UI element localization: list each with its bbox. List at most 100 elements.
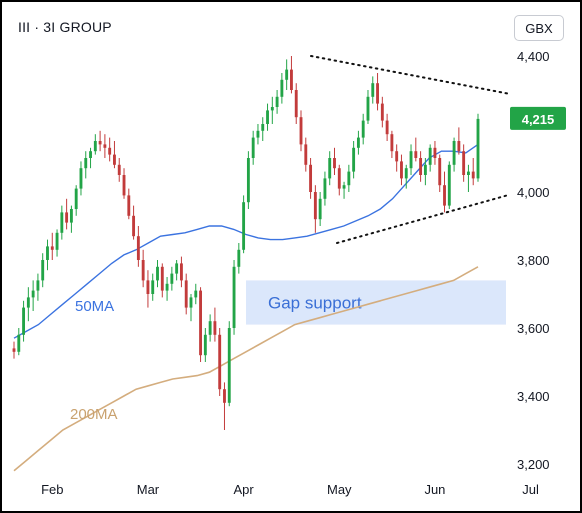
candle-body: [471, 171, 475, 179]
candle-body: [36, 280, 40, 291]
gap-support-label: Gap support: [268, 294, 362, 313]
candle-body: [179, 263, 183, 281]
candle-body: [160, 266, 164, 291]
ma200-line: [13, 266, 479, 472]
candle-body: [457, 141, 461, 152]
ma50-label: 50MA: [75, 298, 114, 315]
candle-body: [136, 236, 140, 260]
x-tick-label: May: [327, 482, 352, 497]
candle-body: [232, 266, 236, 328]
candle-body: [199, 290, 202, 356]
x-tick-label: Jun: [424, 482, 445, 497]
candle-body: [74, 188, 78, 209]
candle-body: [108, 147, 112, 155]
candle-body: [50, 246, 54, 250]
candle-body: [251, 137, 255, 158]
candle-body: [213, 321, 217, 335]
candle-body: [31, 290, 35, 298]
candle-body: [443, 185, 446, 206]
candle-body: [452, 141, 456, 165]
candle-body: [423, 164, 427, 175]
candle-body: [122, 175, 126, 196]
candle-body: [428, 147, 432, 165]
candle-body: [323, 178, 327, 199]
candle-body: [12, 348, 16, 352]
candle-body: [256, 130, 260, 138]
candle-body: [285, 69, 289, 80]
candle-body: [400, 161, 403, 179]
candle-body: [294, 90, 298, 118]
candle-body: [84, 158, 88, 169]
candle-body: [395, 151, 399, 162]
candle-body: [466, 171, 470, 175]
x-tick-label: Jul: [522, 482, 539, 497]
candle-body: [113, 154, 116, 165]
candle-body: [175, 263, 179, 274]
candle-body: [246, 158, 250, 203]
candle-body: [371, 83, 375, 97]
candle-body: [352, 147, 356, 172]
candle-body: [462, 151, 466, 175]
candle-body: [55, 232, 59, 250]
candle-body: [146, 280, 150, 294]
candle-body: [170, 273, 174, 284]
y-tick-label: 4,000: [517, 185, 550, 200]
last-price-tag: [510, 106, 566, 130]
candle-body: [409, 151, 413, 169]
currency-button[interactable]: GBX: [514, 15, 564, 41]
candle-body: [385, 120, 389, 135]
candle-body: [165, 283, 169, 291]
candle-body: [89, 151, 92, 158]
candle-body: [223, 389, 226, 403]
candle-body: [280, 79, 284, 97]
x-tick-label: Feb: [41, 482, 63, 497]
candle-body: [333, 158, 336, 169]
candle-body: [328, 158, 332, 179]
candle-body: [218, 334, 222, 390]
candle-body: [156, 266, 159, 281]
candle-body: [299, 117, 303, 145]
candle-body: [266, 110, 269, 124]
candle-body: [304, 144, 308, 165]
candle-body: [98, 141, 102, 145]
candle-body: [242, 202, 246, 250]
x-tick-label: Apr: [233, 482, 254, 497]
candle-body: [60, 212, 64, 233]
candle-body: [93, 141, 97, 152]
candle-body: [189, 297, 193, 308]
candle-body: [117, 164, 121, 175]
candle-body: [127, 195, 131, 216]
candle-body: [447, 164, 451, 206]
candle-body: [69, 209, 73, 223]
candle-body: [227, 328, 231, 403]
triangle-upper-line: [310, 55, 508, 95]
candle-body: [342, 185, 346, 189]
y-tick-label: 3,800: [517, 253, 550, 268]
y-tick-label: 3,400: [517, 389, 550, 404]
candle-body: [237, 249, 241, 267]
symbol-title: III · 3I GROUP: [18, 19, 112, 35]
candle-body: [203, 334, 207, 356]
ma200-label: 200MA: [70, 406, 118, 423]
candle-body: [103, 144, 107, 148]
candle-body: [438, 158, 442, 186]
candle-body: [404, 168, 408, 179]
candle-body: [419, 158, 423, 175]
candle-body: [46, 246, 49, 260]
candle-body: [347, 171, 351, 186]
y-tick-label: 3,200: [517, 457, 550, 472]
candle-body: [270, 107, 274, 111]
candle-body: [356, 137, 360, 148]
candle-body: [337, 168, 341, 189]
candle-body: [318, 198, 322, 220]
candle-body: [65, 212, 69, 223]
last-price-label: 4,215: [522, 112, 555, 127]
candle-body: [261, 124, 265, 131]
candle-body: [151, 280, 155, 294]
candle-body: [290, 69, 293, 90]
candle-body: [141, 260, 145, 281]
candle-body: [366, 96, 370, 121]
candle-body: [433, 147, 437, 158]
candle-body: [376, 83, 379, 104]
